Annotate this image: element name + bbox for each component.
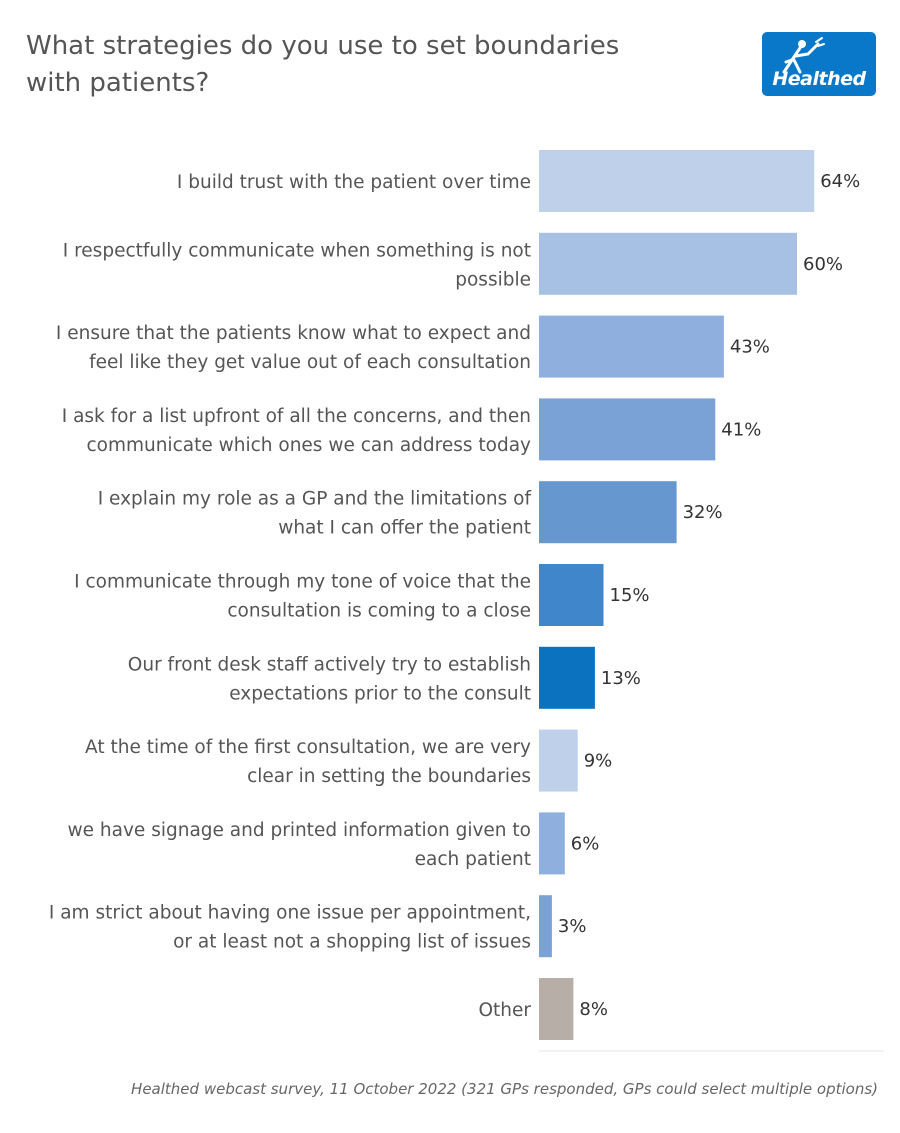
bar-value-label-9: 6% — [571, 833, 600, 854]
bar-value-label-10: 3% — [558, 916, 587, 937]
healthed-logo[interactable]: Healthed — [762, 32, 876, 96]
bar-4[interactable] — [539, 398, 716, 461]
category-label-11: Other — [478, 1000, 531, 1021]
category-label-2: I respectfully communicate when somethin… — [63, 240, 531, 290]
category-label-9: we have signage and printed information … — [68, 820, 531, 870]
bar-value-label-6: 15% — [610, 585, 650, 606]
category-label-8: At the time of the first consultation, w… — [85, 737, 531, 787]
category-label-5: I explain my role as a GP and the limita… — [98, 489, 532, 539]
category-label-4: I ask for a list upfront of all the conc… — [62, 406, 531, 456]
bar-6[interactable] — [539, 564, 604, 626]
bar-value-label-1: 64% — [820, 171, 860, 192]
category-label-3: I ensure that the patients know what to … — [56, 323, 531, 373]
bar-11[interactable] — [539, 978, 574, 1040]
bar-7[interactable] — [539, 646, 595, 709]
category-label-10: I am strict about having one issue per a… — [49, 903, 531, 953]
bar-value-label-5: 32% — [683, 502, 723, 523]
mercury-figure-icon — [782, 37, 825, 74]
bar-2[interactable] — [539, 232, 797, 295]
bar-5[interactable] — [539, 481, 677, 544]
chart-title: What strategies do you use to set bounda… — [26, 31, 620, 98]
logo-text: Healthed — [772, 68, 866, 90]
bar-value-label-2: 60% — [803, 254, 843, 275]
category-label-6: I communicate through my tone of voice t… — [74, 572, 531, 622]
bar-1[interactable] — [539, 150, 815, 212]
bar-value-label-8: 9% — [584, 751, 613, 772]
category-label-7: Our front desk staff actively try to est… — [128, 654, 531, 704]
bar-3[interactable] — [539, 315, 724, 378]
bar-value-label-7: 13% — [601, 668, 641, 689]
bar-8[interactable] — [539, 729, 578, 792]
bar-value-label-4: 41% — [721, 419, 761, 440]
chart-footnote: Healthed webcast survey, 11 October 2022… — [131, 1080, 878, 1098]
bar-value-label-11: 8% — [579, 999, 608, 1020]
category-label-1: I build trust with the patient over time — [177, 172, 531, 193]
bar-10[interactable] — [539, 895, 552, 958]
bar-9[interactable] — [539, 812, 565, 875]
bar-chart: 64% I build trust with the patient over t… — [49, 150, 884, 1052]
bar-value-label-3: 43% — [730, 337, 770, 358]
